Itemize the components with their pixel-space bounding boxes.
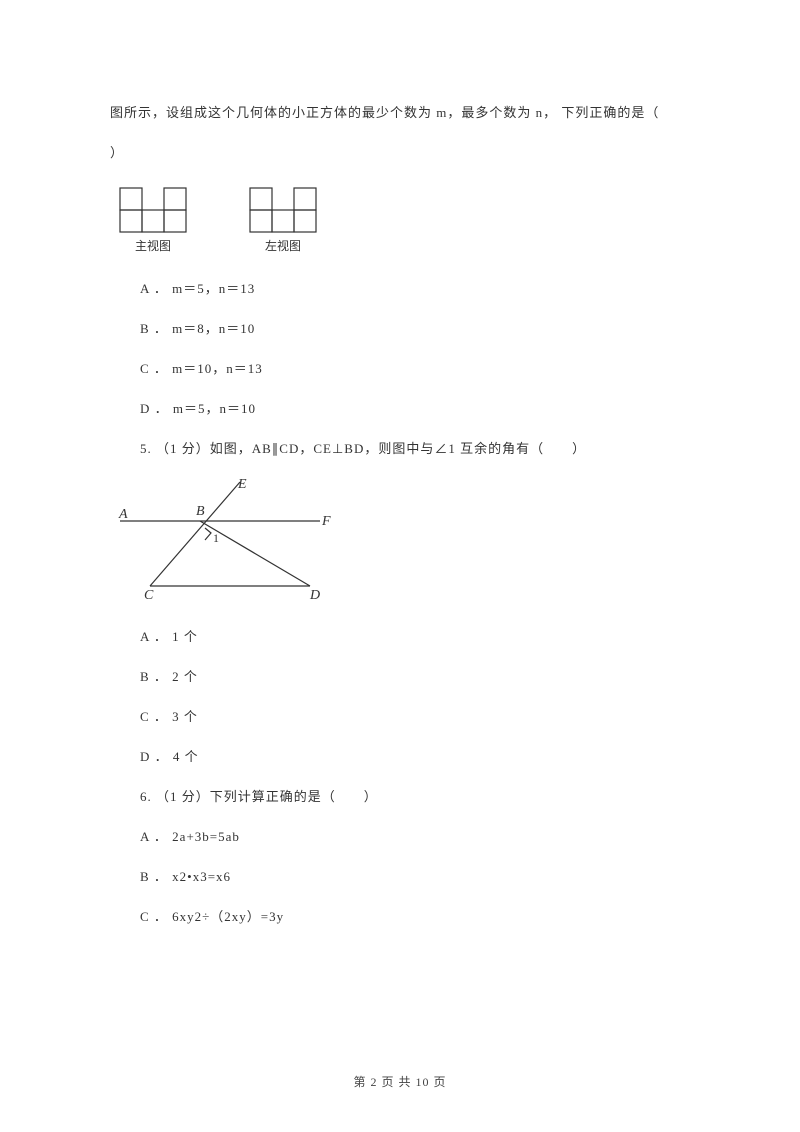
q4-figure: 主视图 左视图: [110, 180, 690, 258]
page-footer: 第 2 页 共 10 页: [0, 1073, 800, 1090]
q6-option-a: A ． 2a+3b=5ab: [140, 824, 690, 850]
geometry-diagram: A B E F C D 1: [110, 476, 350, 606]
label-E: E: [237, 477, 247, 492]
label-F: F: [321, 514, 331, 529]
left-view-label: 左视图: [265, 238, 301, 253]
q5-option-a: A ． 1 个: [140, 624, 690, 650]
q6-text: 6. （1 分）下列计算正确的是（ ）: [140, 784, 690, 810]
q6-option-b: B ． x2•x3=x6: [140, 864, 690, 890]
q5-option-c: C ． 3 个: [140, 704, 690, 730]
label-B: B: [196, 504, 205, 519]
label-D: D: [309, 588, 320, 603]
label-A: A: [118, 507, 128, 522]
page-content: 图所示，设组成这个几何体的小正方体的最少个数为 m，最多个数为 n， 下列正确的…: [0, 0, 800, 984]
q6-option-c: C ． 6xy2÷（2xy）=3y: [140, 904, 690, 930]
label-C: C: [144, 588, 154, 603]
q5-text: 5. （1 分）如图，AB∥CD，CE⊥BD，则图中与∠1 互余的角有（ ）: [140, 436, 690, 462]
q4-option-d: D ． m＝5，n＝10: [140, 396, 690, 422]
label-angle1: 1: [213, 531, 219, 545]
q4-intro-line2: ）: [110, 140, 690, 166]
cube-views-diagram: 主视图 左视图: [110, 180, 380, 258]
q4-intro-line1: 图所示，设组成这个几何体的小正方体的最少个数为 m，最多个数为 n， 下列正确的…: [110, 100, 690, 126]
q5-option-b: B ． 2 个: [140, 664, 690, 690]
q4-option-b: B ． m＝8，n＝10: [140, 316, 690, 342]
q5-option-d: D ． 4 个: [140, 744, 690, 770]
q4-option-a: A ． m＝5，n＝13: [140, 276, 690, 302]
front-view-label: 主视图: [135, 238, 171, 253]
q4-option-c: C ． m＝10，n＝13: [140, 356, 690, 382]
q5-figure: A B E F C D 1: [110, 476, 690, 606]
